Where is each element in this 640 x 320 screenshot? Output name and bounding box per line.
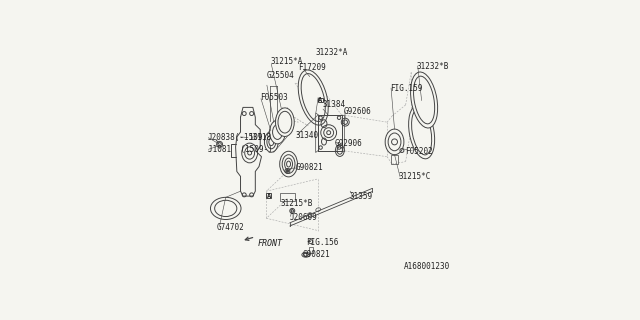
Text: G90821: G90821 xyxy=(296,163,324,172)
Bar xyxy=(317,98,323,102)
Bar xyxy=(280,193,295,201)
Text: FIG.159: FIG.159 xyxy=(390,84,422,93)
Text: F17209: F17209 xyxy=(298,63,326,72)
Text: A168001230: A168001230 xyxy=(404,262,450,271)
Text: G25504: G25504 xyxy=(266,71,294,80)
Ellipse shape xyxy=(280,151,298,177)
Text: G90821: G90821 xyxy=(302,250,330,259)
Text: G92906: G92906 xyxy=(335,139,363,148)
Text: 13118: 13118 xyxy=(248,133,271,142)
Text: F05202: F05202 xyxy=(405,147,433,156)
Ellipse shape xyxy=(269,120,285,144)
Text: G74702: G74702 xyxy=(216,223,244,232)
Ellipse shape xyxy=(275,108,294,136)
Ellipse shape xyxy=(410,72,438,128)
Text: FRONT: FRONT xyxy=(258,239,283,248)
Text: J20838(-1509): J20838(-1509) xyxy=(208,133,268,142)
Text: J1081  (1509-): J1081 (1509-) xyxy=(208,145,273,154)
Text: J20609: J20609 xyxy=(290,213,318,222)
Bar xyxy=(308,247,313,253)
Text: A: A xyxy=(318,97,323,103)
Ellipse shape xyxy=(298,70,328,125)
Text: 31215*B: 31215*B xyxy=(281,199,314,208)
Text: 31384: 31384 xyxy=(323,100,346,109)
Text: F05503: F05503 xyxy=(260,93,288,102)
Text: 31215*C: 31215*C xyxy=(399,172,431,181)
Text: G92606: G92606 xyxy=(344,107,371,116)
Text: FIG.156: FIG.156 xyxy=(307,238,339,247)
Ellipse shape xyxy=(385,129,404,155)
Bar xyxy=(391,156,398,164)
Ellipse shape xyxy=(408,105,435,159)
Circle shape xyxy=(286,170,289,172)
Ellipse shape xyxy=(264,132,278,152)
Bar xyxy=(266,193,271,198)
Text: 31359: 31359 xyxy=(349,192,373,201)
Text: 31340: 31340 xyxy=(296,132,319,140)
Text: 31232*A: 31232*A xyxy=(315,48,348,57)
Text: A: A xyxy=(266,193,271,199)
Text: 31215*A: 31215*A xyxy=(271,57,303,66)
Text: 31232*B: 31232*B xyxy=(417,62,449,71)
